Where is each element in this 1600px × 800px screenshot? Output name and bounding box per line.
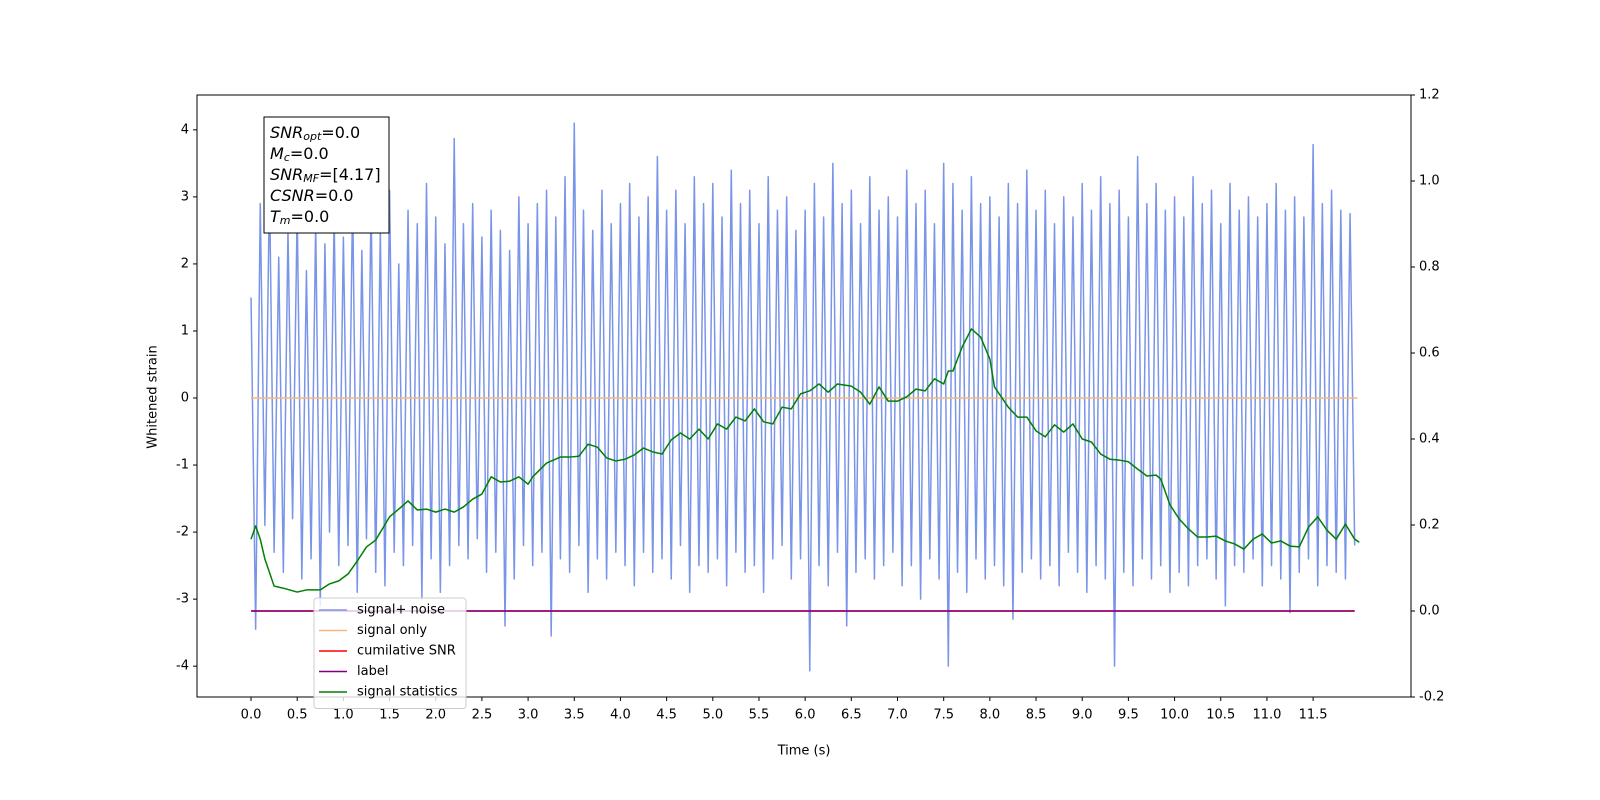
series-line [250,328,1360,593]
annotation-box [263,116,390,234]
x-tick-label: 0.0 [241,708,262,723]
annotation-subscript: m [280,214,291,227]
x-tick-label: 1.0 [333,708,354,723]
x-tick-label: 3.0 [518,708,539,723]
annotation-text: =0.0 [290,144,329,163]
x-tick-label: 11.5 [1299,708,1328,723]
x-tick-label: 8.5 [1026,708,1047,723]
annotation-line: Tm=0.0 [270,207,329,228]
annotation-line: SNRopt=0.0 [270,123,360,144]
annotation-line: Mc=0.0 [270,144,329,165]
x-tick-label: 5.0 [702,708,723,723]
legend-label: signal+ noise [357,603,445,618]
x-tick-label: 6.5 [841,708,862,723]
annotation-symbol: M [270,144,284,163]
y-axis-label: Whitened strain [146,345,161,448]
axes-frame [196,94,1412,698]
annotation-subscript: c [284,151,290,164]
annotation-subscript: opt [303,130,322,143]
x-tick-label: 5.5 [749,708,770,723]
x-tick-label: 2.5 [472,708,493,723]
y2-tick-label: 1.2 [1419,88,1440,103]
y-tick-label: 4 [181,122,189,137]
x-tick-label: 4.0 [610,708,631,723]
legend-label: cumilative SNR [357,644,456,659]
y-tick-label: 2 [181,256,189,271]
x-tick-label: 1.5 [379,708,400,723]
x-tick-label: 11.0 [1252,708,1281,723]
annotation-line: SNRMF=[4.17] [270,165,381,186]
x-tick-label: 4.5 [656,708,677,723]
annotation-text: =0.0 [321,123,360,142]
y-tick-label: 1 [181,323,189,338]
x-tick-label: 10.0 [1160,708,1189,723]
annotation-symbol: SNR [270,123,303,142]
y-tick-label: -1 [176,458,189,473]
x-tick-label: 3.5 [564,708,585,723]
y-tick-label: -2 [176,525,189,540]
y2-tick-label: 0.4 [1419,432,1440,447]
plot-area [250,122,1360,672]
x-tick-label: 9.0 [1072,708,1093,723]
x-tick-label: 2.0 [425,708,446,723]
legend-label: signal only [357,623,427,638]
y2-tick-label: 0.0 [1419,604,1440,619]
annotation-symbol: T [270,207,281,226]
y-tick-label: -3 [176,592,189,607]
x-tick-label: 7.5 [933,708,954,723]
y2-tick-label: 0.6 [1419,346,1440,361]
annotation-text: =0.0 [315,186,354,205]
x-tick-label: 6.0 [795,708,816,723]
x-tick-label: 0.5 [287,708,308,723]
x-tick-label: 9.5 [1118,708,1139,723]
annotation-subscript: MF [303,172,319,185]
annotation-line: CSNR=0.0 [270,186,354,205]
y2-tick-label: 0.2 [1419,518,1440,533]
x-tick-label: 7.0 [887,708,908,723]
y2-tick-label: 1.0 [1419,174,1440,189]
series-line [250,122,1356,672]
x-tick-label: 8.0 [980,708,1001,723]
x-axis-label: Time (s) [777,744,831,759]
annotation-text: =[4.17] [319,165,381,184]
y-tick-label: 0 [181,391,189,406]
x-tick-label: 10.5 [1206,708,1235,723]
annotation-text: =0.0 [291,207,330,226]
y-tick-label: 3 [181,189,189,204]
legend-box [313,597,467,709]
y2-tick-label: -0.2 [1419,690,1444,705]
legend-label: label [357,664,388,679]
legend-label: signal statistics [357,685,458,700]
y-tick-label: -4 [176,659,189,674]
annotation-symbol: SNR [270,165,303,184]
annotation-symbol: CSNR [270,186,315,205]
y2-tick-label: 0.8 [1419,260,1440,275]
